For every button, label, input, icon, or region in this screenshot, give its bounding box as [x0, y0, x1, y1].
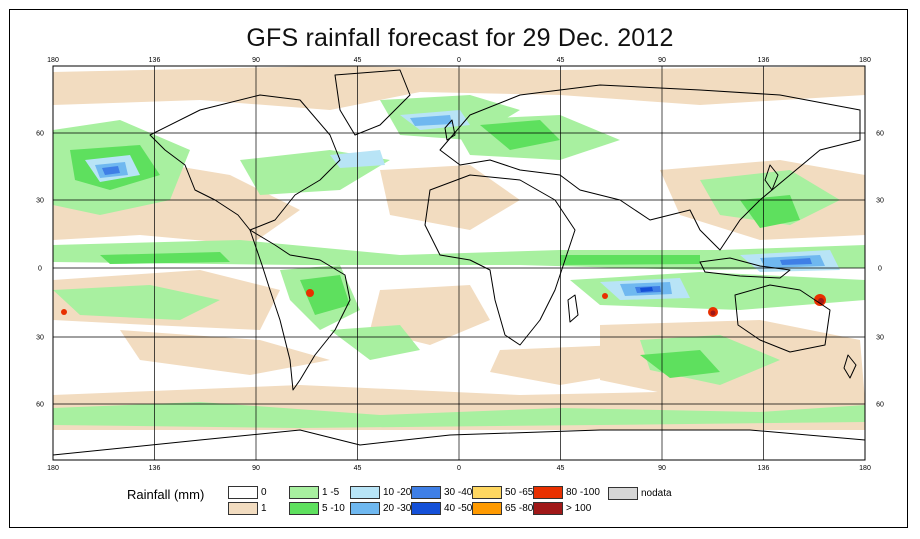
- bottom-longitude-label: 90: [658, 465, 666, 472]
- legend-swatch: [228, 486, 258, 499]
- bottom-longitude-label: 0: [457, 465, 461, 472]
- legend-label: 20 -30: [383, 502, 412, 514]
- legend-swatch: [472, 502, 502, 515]
- top-longitude-label: 90: [252, 57, 260, 64]
- legend-swatch: [533, 486, 563, 499]
- rain-30-40mm-areas: [102, 166, 812, 293]
- right-latitude-label: 60: [876, 402, 884, 409]
- graticule: [52, 66, 866, 460]
- legend-swatch: [289, 502, 319, 515]
- right-latitude-label: 30: [876, 335, 884, 342]
- left-latitude-label: 30: [36, 198, 44, 205]
- axis-tick-labels: 180 136 90 45 0 45 90 136 180 180 136 90 45 0 45 90 136 1…: [36, 57, 884, 472]
- legend-label: 30 -40: [444, 486, 473, 498]
- legend-label: 1: [261, 502, 267, 514]
- bottom-longitude-label: 45: [557, 465, 565, 472]
- top-longitude-label: 136: [758, 57, 770, 64]
- top-longitude-label: 45: [557, 57, 565, 64]
- map-title: GFS rainfall forecast for 29 Dec. 2012: [246, 24, 674, 52]
- bottom-longitude-label: 136: [149, 465, 161, 472]
- map-border: [52, 65, 866, 461]
- legend-swatch: [533, 502, 563, 515]
- legend-label: > 100: [566, 502, 592, 514]
- bottom-longitude-label: 90: [252, 465, 260, 472]
- left-latitude-label: 60: [36, 131, 44, 138]
- legend-title: Rainfall (mm): [127, 487, 205, 502]
- legend-swatch: [411, 486, 441, 499]
- legend-swatch: [411, 502, 441, 515]
- left-latitude-label: 60: [36, 402, 44, 409]
- left-latitude-label: 30: [36, 335, 44, 342]
- figure-frame: [9, 9, 908, 528]
- left-latitude-label: 0: [38, 266, 42, 273]
- rain-40-50mm-areas: [640, 287, 653, 292]
- bottom-longitude-label: 45: [354, 465, 362, 472]
- legend-label: 40 -50: [444, 502, 473, 514]
- legend-swatch: [228, 502, 258, 515]
- top-longitude-label: 180: [47, 57, 59, 64]
- legend-label: 65 -80: [505, 502, 534, 514]
- legend-swatch: [350, 502, 380, 515]
- top-longitude-label: 180: [859, 57, 871, 64]
- legend-label: 5 -10: [322, 502, 345, 514]
- legend-label: nodata: [641, 487, 672, 499]
- legend-swatch: [289, 486, 319, 499]
- coastlines: [53, 69, 865, 456]
- top-longitude-label: 45: [354, 57, 362, 64]
- right-latitude-label: 30: [876, 198, 884, 205]
- right-latitude-label: 60: [876, 131, 884, 138]
- top-longitude-label: 0: [457, 57, 461, 64]
- bottom-longitude-label: 136: [758, 465, 770, 472]
- legend-swatch: [608, 487, 638, 500]
- right-latitude-label: 0: [878, 266, 882, 273]
- legend-label: 80 -100: [566, 486, 600, 498]
- legend-swatch: [350, 486, 380, 499]
- top-longitude-label: 136: [149, 57, 161, 64]
- legend-label: 1 -5: [322, 486, 340, 498]
- legend-label: 0: [261, 486, 267, 498]
- bottom-longitude-label: 180: [47, 465, 59, 472]
- bottom-longitude-label: 180: [859, 465, 871, 472]
- legend-label: 10 -20: [383, 486, 412, 498]
- legend-swatch: [472, 486, 502, 499]
- legend-label: 50 -65: [505, 486, 534, 498]
- top-longitude-label: 90: [658, 57, 666, 64]
